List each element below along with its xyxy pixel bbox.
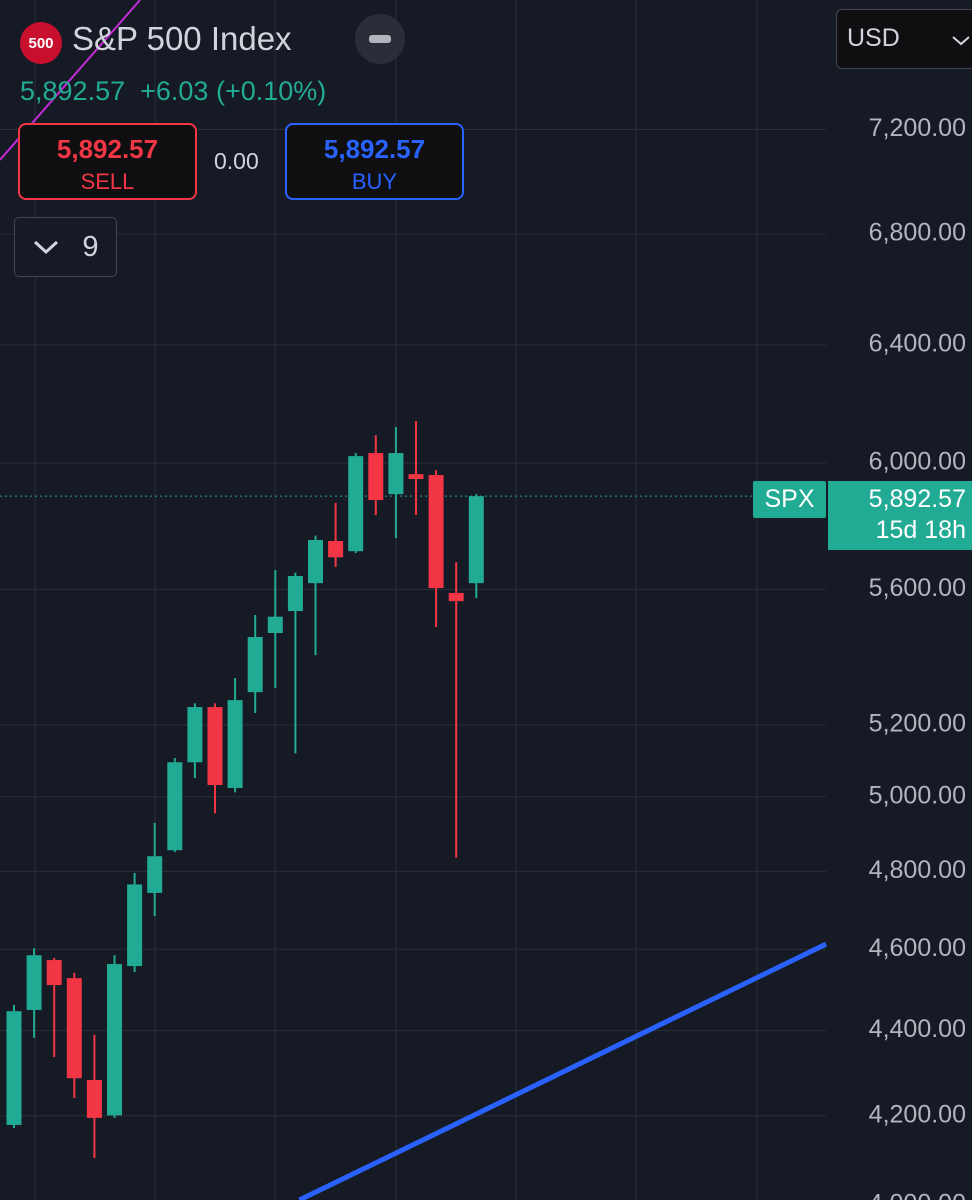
symbol-logo: 500 [20, 22, 62, 64]
candle-body [6, 1011, 22, 1125]
y-tick-label: 4,200.00 [869, 1100, 966, 1128]
candle-body [26, 955, 42, 1010]
y-tick-label: 4,800.00 [869, 856, 966, 884]
y-tick-label: 7,200.00 [869, 114, 966, 142]
candle-body [287, 576, 303, 612]
currency: USD [847, 24, 900, 52]
buy-label: BUY [351, 169, 398, 194]
candle-body [207, 707, 223, 786]
candle-body [147, 856, 163, 893]
currency-select[interactable]: USD [836, 9, 972, 69]
candle-body [46, 960, 62, 986]
candle-body [348, 456, 364, 552]
change: +6.03 [140, 76, 209, 106]
dropdown-chevron [952, 36, 970, 46]
candle-body [388, 453, 404, 495]
candle-body [308, 540, 323, 584]
symbol-tag: SPX [753, 481, 826, 518]
price-line: 5,892.57 +6.03 (+0.10%) [20, 76, 326, 107]
y-tick-label: 4,000.00 [869, 1190, 966, 1200]
dropdown-icon [952, 36, 970, 46]
candle-body [247, 637, 263, 693]
minus-icon [369, 35, 391, 43]
candle-body [448, 592, 464, 602]
candle-body [86, 1079, 102, 1118]
sell-label: SELL [80, 169, 135, 194]
candle-body [368, 453, 384, 501]
countdown: 15d 18h [875, 516, 966, 544]
collapse-button[interactable]: 9 [14, 217, 117, 277]
candle-body [468, 496, 484, 584]
candle-body [66, 978, 82, 1079]
buy-button[interactable]: 5,892.57 BUY [285, 123, 464, 200]
chevron-icon [34, 240, 59, 255]
candle-body [267, 616, 283, 633]
candle-body [408, 474, 424, 480]
trendline [298, 941, 828, 1200]
candle-body [167, 762, 183, 851]
buy-price: 5,892.57 [323, 134, 426, 164]
y-tick-label: 4,400.00 [869, 1015, 966, 1043]
price-tag: 5,892.57 15d 18h [828, 481, 972, 550]
price: 5,892.57 [20, 76, 126, 106]
sell-button[interactable]: 5,892.57 SELL [18, 123, 197, 200]
y-tick-label: 6,400.00 [869, 330, 966, 358]
y-tick-label: 5,000.00 [869, 781, 966, 809]
candle-body [428, 475, 444, 589]
collapsed-count: 9 [82, 230, 99, 263]
candle-body [227, 700, 243, 788]
y-tick-label: 5,600.00 [869, 574, 966, 602]
sell-price: 5,892.57 [56, 134, 159, 164]
y-tick-label: 6,800.00 [869, 219, 966, 247]
change-percent: (+0.10%) [215, 76, 327, 106]
price-tag-value: 5,892.57 [868, 485, 966, 513]
candle-body [127, 884, 143, 967]
candle-body [107, 964, 122, 1116]
chevron [34, 240, 59, 255]
symbol-title: S&P 500 Index [72, 20, 292, 57]
candle-body [328, 540, 344, 558]
y-tick-label: 6,000.00 [869, 448, 966, 476]
y-tick-label: 5,200.00 [869, 710, 966, 738]
y-tick-label: 4,600.00 [869, 934, 966, 962]
minimize-button[interactable] [355, 14, 405, 64]
spread: 0.00 [214, 148, 259, 174]
candle-body [187, 707, 203, 763]
